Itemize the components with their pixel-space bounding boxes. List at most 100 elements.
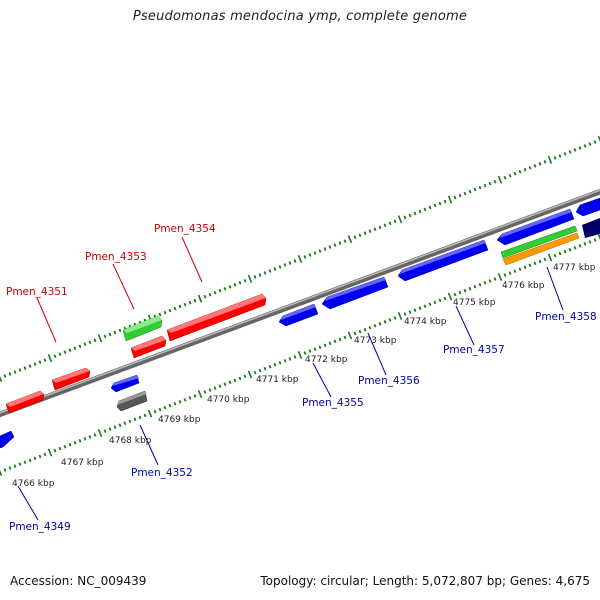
major-tick — [297, 254, 303, 264]
minor-tick — [293, 355, 297, 359]
minor-tick — [108, 332, 112, 337]
minor-tick — [293, 259, 297, 263]
major-tick — [447, 195, 453, 204]
minor-tick — [328, 341, 332, 346]
minor-tick — [43, 358, 47, 362]
minor-tick — [553, 253, 557, 258]
gene-label-pmen-4349[interactable]: Pmen_4349 — [9, 521, 71, 533]
minor-tick — [203, 294, 207, 299]
minor-tick — [528, 165, 532, 170]
scale-label: 4777 kbp — [553, 263, 596, 273]
minor-tick — [243, 374, 247, 379]
reverse-gene-pmen-4357[interactable] — [397, 239, 489, 282]
minor-tick — [78, 438, 82, 443]
reverse-gene-orange[interactable] — [502, 232, 580, 266]
gene-label-pmen-4353[interactable]: Pmen_4353 — [85, 251, 147, 263]
reverse-tick-ring — [0, 233, 600, 477]
minor-tick — [58, 446, 62, 451]
minor-tick — [93, 338, 97, 343]
scale-label: 4773 kbp — [354, 336, 397, 346]
minor-tick — [538, 259, 542, 264]
reverse-gene-green[interactable] — [500, 225, 578, 259]
minor-tick — [153, 409, 157, 414]
reverse-gene-pmen-4352[interactable] — [110, 374, 140, 393]
minor-tick — [353, 235, 357, 240]
minor-tick — [168, 403, 172, 408]
forward-gene-pmen-4351[interactable] — [5, 390, 45, 414]
reverse-gene-blue-edge[interactable] — [575, 197, 600, 217]
minor-tick — [68, 442, 72, 447]
major-tick — [397, 215, 403, 224]
minor-tick — [268, 364, 272, 369]
minor-tick — [158, 407, 162, 412]
minor-tick — [218, 384, 222, 389]
minor-tick — [233, 282, 237, 287]
minor-tick — [343, 335, 347, 340]
minor-tick — [133, 417, 137, 422]
minor-tick — [253, 275, 257, 279]
minor-tick — [243, 278, 247, 283]
minor-tick — [363, 327, 367, 332]
minor-tick — [508, 271, 512, 275]
reverse-gene-grey[interactable] — [116, 390, 148, 412]
forward-gene-green[interactable] — [122, 315, 163, 342]
minor-tick — [8, 466, 12, 470]
minor-tick — [193, 394, 197, 398]
minor-tick — [163, 310, 167, 315]
reverse-gene-pmen-4356[interactable] — [321, 276, 389, 310]
minor-tick — [113, 425, 117, 429]
gene-label-pmen-4354[interactable]: Pmen_4354 — [154, 223, 216, 235]
reverse-gene-pmen-4349[interactable] — [0, 430, 15, 449]
gene-label-pmen-4358[interactable]: Pmen_4358 — [535, 311, 597, 323]
minor-tick — [13, 464, 17, 468]
minor-tick — [213, 290, 217, 295]
scale-label: 4772 kbp — [305, 355, 348, 365]
minor-tick — [278, 265, 282, 269]
minor-tick — [163, 405, 167, 410]
minor-tick — [383, 223, 387, 228]
forward-gene-pmen-4354[interactable] — [166, 293, 267, 342]
minor-tick — [438, 201, 442, 206]
minor-tick — [578, 243, 582, 248]
minor-tick — [43, 452, 47, 457]
minor-tick — [358, 233, 362, 238]
reverse-gene-pmen-4355[interactable] — [278, 303, 319, 327]
gene-label-pmen-4356[interactable]: Pmen_4356 — [358, 375, 420, 387]
reverse-gene-pmen-4358[interactable] — [496, 208, 575, 246]
minor-tick — [588, 142, 592, 146]
gene-label-pmen-4355[interactable]: Pmen_4355 — [302, 397, 364, 409]
minor-tick — [263, 271, 267, 275]
minor-tick — [183, 302, 187, 307]
scale-label: 4769 kbp — [158, 415, 201, 425]
minor-tick — [143, 413, 147, 418]
minor-tick — [328, 245, 332, 249]
gene-label-pmen-4357[interactable]: Pmen_4357 — [443, 344, 505, 356]
reverse-gene-navy-edge[interactable] — [582, 218, 600, 238]
gene-label-pmen-4351[interactable]: Pmen_4351 — [6, 286, 68, 298]
gene-label-pmen-4352[interactable]: Pmen_4352 — [131, 467, 193, 479]
minor-tick — [378, 321, 382, 326]
minor-tick — [323, 343, 327, 348]
scale-label: 4771 kbp — [256, 375, 299, 385]
minor-tick — [478, 185, 482, 190]
minor-tick — [203, 390, 207, 394]
forward-gene-pmen-4351b[interactable] — [51, 367, 91, 391]
major-tick — [247, 370, 253, 379]
minor-tick — [353, 331, 357, 336]
minor-tick — [408, 213, 412, 218]
forward-gene-pmen-4353[interactable] — [130, 335, 167, 359]
major-tick — [0, 469, 3, 477]
minor-tick — [483, 281, 487, 285]
minor-tick — [213, 386, 217, 390]
minor-tick — [238, 280, 242, 285]
minor-tick — [368, 325, 372, 330]
minor-tick — [543, 257, 547, 262]
minor-tick — [418, 209, 422, 214]
minor-tick — [493, 277, 497, 281]
minor-tick — [423, 207, 427, 212]
minor-tick — [313, 347, 317, 351]
major-tick — [47, 448, 53, 457]
major-tick — [347, 331, 353, 340]
minor-tick — [8, 372, 12, 376]
